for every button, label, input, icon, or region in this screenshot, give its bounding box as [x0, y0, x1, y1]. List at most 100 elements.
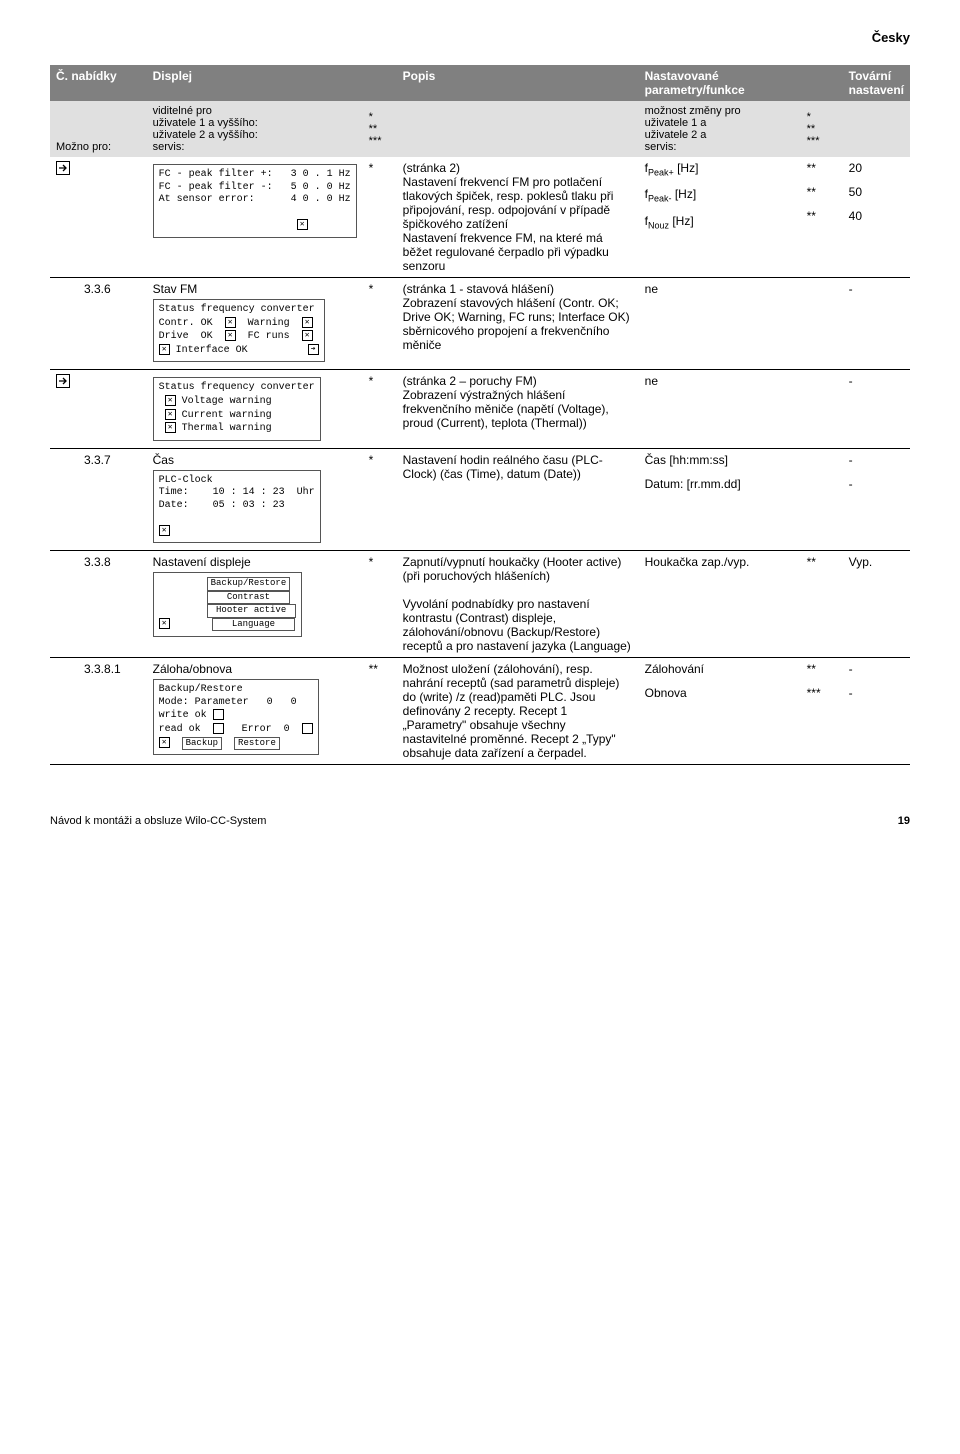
menu-number [78, 370, 147, 448]
display-cell: Stav FMStatus frequency converter Contr.… [147, 278, 363, 370]
param-level [807, 477, 837, 491]
param-label: ne [645, 374, 795, 388]
param-level: ** [807, 185, 837, 199]
factory-cell: 205040 [843, 157, 910, 278]
param-label: fNouz [Hz] [645, 214, 795, 230]
language-label: Česky [50, 30, 910, 45]
param-factory: - [849, 686, 904, 700]
permission-level: * [363, 370, 397, 448]
permission-level: * [363, 157, 397, 278]
param-label: fPeak- [Hz] [645, 187, 795, 203]
display-cell: Status frequency converter ✕ Voltage war… [147, 370, 363, 448]
param-level: *** [807, 686, 837, 700]
permission-level: * [363, 448, 397, 551]
subhdr-right-stars: * ** *** [801, 101, 843, 157]
hdr-params: Nastavované parametry/funkce [639, 65, 801, 101]
hdr-menu-no: Č. nabídky [50, 65, 147, 101]
factory-cell: - [843, 278, 910, 370]
param-factory: - [849, 477, 904, 491]
permission-level: * [363, 551, 397, 658]
description-cell: Zapnutí/vypnutí houkačky (Hooter active)… [397, 551, 639, 658]
display-cell: Čas PLC-Clock Time: 10 : 14 : 23 Uhr Date… [147, 448, 363, 551]
level-cell [801, 448, 843, 551]
permission-level: ** [363, 658, 397, 765]
permission-level: * [363, 278, 397, 370]
lcd-screen: Status frequency converter Contr. OK ✕ W… [153, 299, 325, 362]
lcd-screen: PLC-Clock Time: 10 : 14 : 23 Uhr Date: 0… [153, 470, 321, 544]
param-factory: Vyp. [849, 555, 904, 569]
subhdr-left-label: Možno pro: [50, 101, 147, 157]
param-level [807, 453, 837, 467]
param-cell: Zálohování Obnova [639, 658, 801, 765]
hdr-display: Displej [147, 65, 363, 101]
param-cell: ne [639, 278, 801, 370]
param-level: ** [807, 161, 837, 175]
arrow-icon [50, 370, 78, 448]
table-row: Status frequency converter ✕ Voltage war… [50, 370, 910, 448]
table-row: 3.3.8.1Záloha/obnovaBackup/Restore Mode:… [50, 658, 910, 765]
factory-cell: -- [843, 658, 910, 765]
table-row: 3.3.8Nastavení displeje Backup/Restore C… [50, 551, 910, 658]
description-cell: Možnost uložení (zálohování), resp. nahr… [397, 658, 639, 765]
menu-number: 3.3.8 [78, 551, 147, 658]
param-factory: 40 [849, 209, 904, 223]
menu-number: 3.3.8.1 [78, 658, 147, 765]
param-label: Čas [hh:mm:ss] [645, 453, 795, 467]
factory-cell: -- [843, 448, 910, 551]
param-cell: Houkačka zap./vyp. [639, 551, 801, 658]
param-factory: - [849, 453, 904, 467]
arrow-icon [50, 157, 78, 278]
subhdr-blank [397, 101, 639, 157]
row-name: Nastavení displeje [153, 555, 357, 569]
param-level [807, 282, 837, 296]
lcd-screen: Backup/Restore Contrast Hooter active ✕ … [153, 572, 302, 636]
hdr-perm-blank [363, 65, 397, 101]
param-level: ** [807, 662, 837, 676]
param-label: Datum: [rr.mm.dd] [645, 477, 795, 491]
param-factory: - [849, 374, 904, 388]
lcd-screen: Status frequency converter ✕ Voltage war… [153, 377, 321, 440]
param-factory: - [849, 282, 904, 296]
level-cell [801, 278, 843, 370]
param-cell: Čas [hh:mm:ss] Datum: [rr.mm.dd] [639, 448, 801, 551]
description-cell: (stránka 2) Nastavení frekvencí FM pro p… [397, 157, 639, 278]
description-cell: (stránka 2 – poruchy FM) Zobrazení výstr… [397, 370, 639, 448]
display-cell: Záloha/obnovaBackup/Restore Mode: Parame… [147, 658, 363, 765]
param-label: Obnova [645, 686, 795, 700]
level-cell: ** [801, 551, 843, 658]
param-factory: - [849, 662, 904, 676]
level-cell: ** ** ** [801, 157, 843, 278]
footer-left: Návod k montáži a obsluze Wilo-CC-System [50, 815, 266, 827]
lcd-screen: Backup/Restore Mode: Parameter 0 0 write… [153, 679, 319, 755]
param-label: Houkačka zap./vyp. [645, 555, 795, 569]
param-factory: 20 [849, 161, 904, 175]
param-level: ** [807, 555, 837, 569]
menu-number [78, 157, 147, 278]
param-cell: ne [639, 370, 801, 448]
table-row: FC - peak filter +: 3 0 . 1 Hz FC - peak… [50, 157, 910, 278]
param-label: ne [645, 282, 795, 296]
display-cell: Nastavení displeje Backup/Restore Contra… [147, 551, 363, 658]
level-cell: ***** [801, 658, 843, 765]
footer-right: 19 [898, 815, 910, 827]
param-level [807, 374, 837, 388]
param-label: Zálohování [645, 662, 795, 676]
settings-table: Č. nabídky Displej Popis Nastavované par… [50, 65, 910, 765]
arrow-icon [50, 658, 78, 765]
lcd-screen: FC - peak filter +: 3 0 . 1 Hz FC - peak… [153, 164, 357, 238]
description-cell: (stránka 1 - stavová hlášení) Zobrazení … [397, 278, 639, 370]
row-name: Čas [153, 453, 357, 467]
hdr-factory: Tovární nastavení [843, 65, 910, 101]
hdr-desc: Popis [397, 65, 639, 101]
arrow-icon [50, 278, 78, 370]
table-subheader-row: Možno pro: viditelné pro uživatele 1 a v… [50, 101, 910, 157]
subhdr-blank2 [843, 101, 910, 157]
table-row: 3.3.7ČasPLC-Clock Time: 10 : 14 : 23 Uhr… [50, 448, 910, 551]
subhdr-left-stars: * ** *** [363, 101, 397, 157]
param-level: ** [807, 209, 837, 223]
subhdr-left-lines: viditelné pro uživatele 1 a vyššího: uži… [147, 101, 363, 157]
page-footer: Návod k montáži a obsluze Wilo-CC-System… [50, 815, 910, 827]
factory-cell: Vyp. [843, 551, 910, 658]
subhdr-right-lines: možnost změny pro uživatele 1 a uživatel… [639, 101, 801, 157]
display-cell: FC - peak filter +: 3 0 . 1 Hz FC - peak… [147, 157, 363, 278]
